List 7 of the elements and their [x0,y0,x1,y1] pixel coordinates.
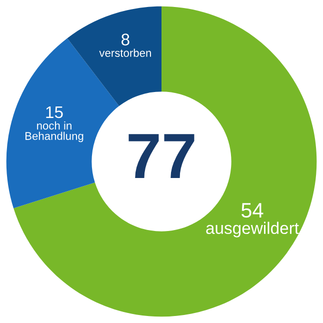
data-label: 15 [46,106,63,118]
slice-label: ausgewildert [206,222,299,238]
data-label: 54 [241,203,264,218]
slice-label: verstorben [99,48,151,57]
data-label: 8 [122,34,130,46]
text: 77 [128,134,194,178]
slice-label: noch in Behandlung [25,121,84,142]
